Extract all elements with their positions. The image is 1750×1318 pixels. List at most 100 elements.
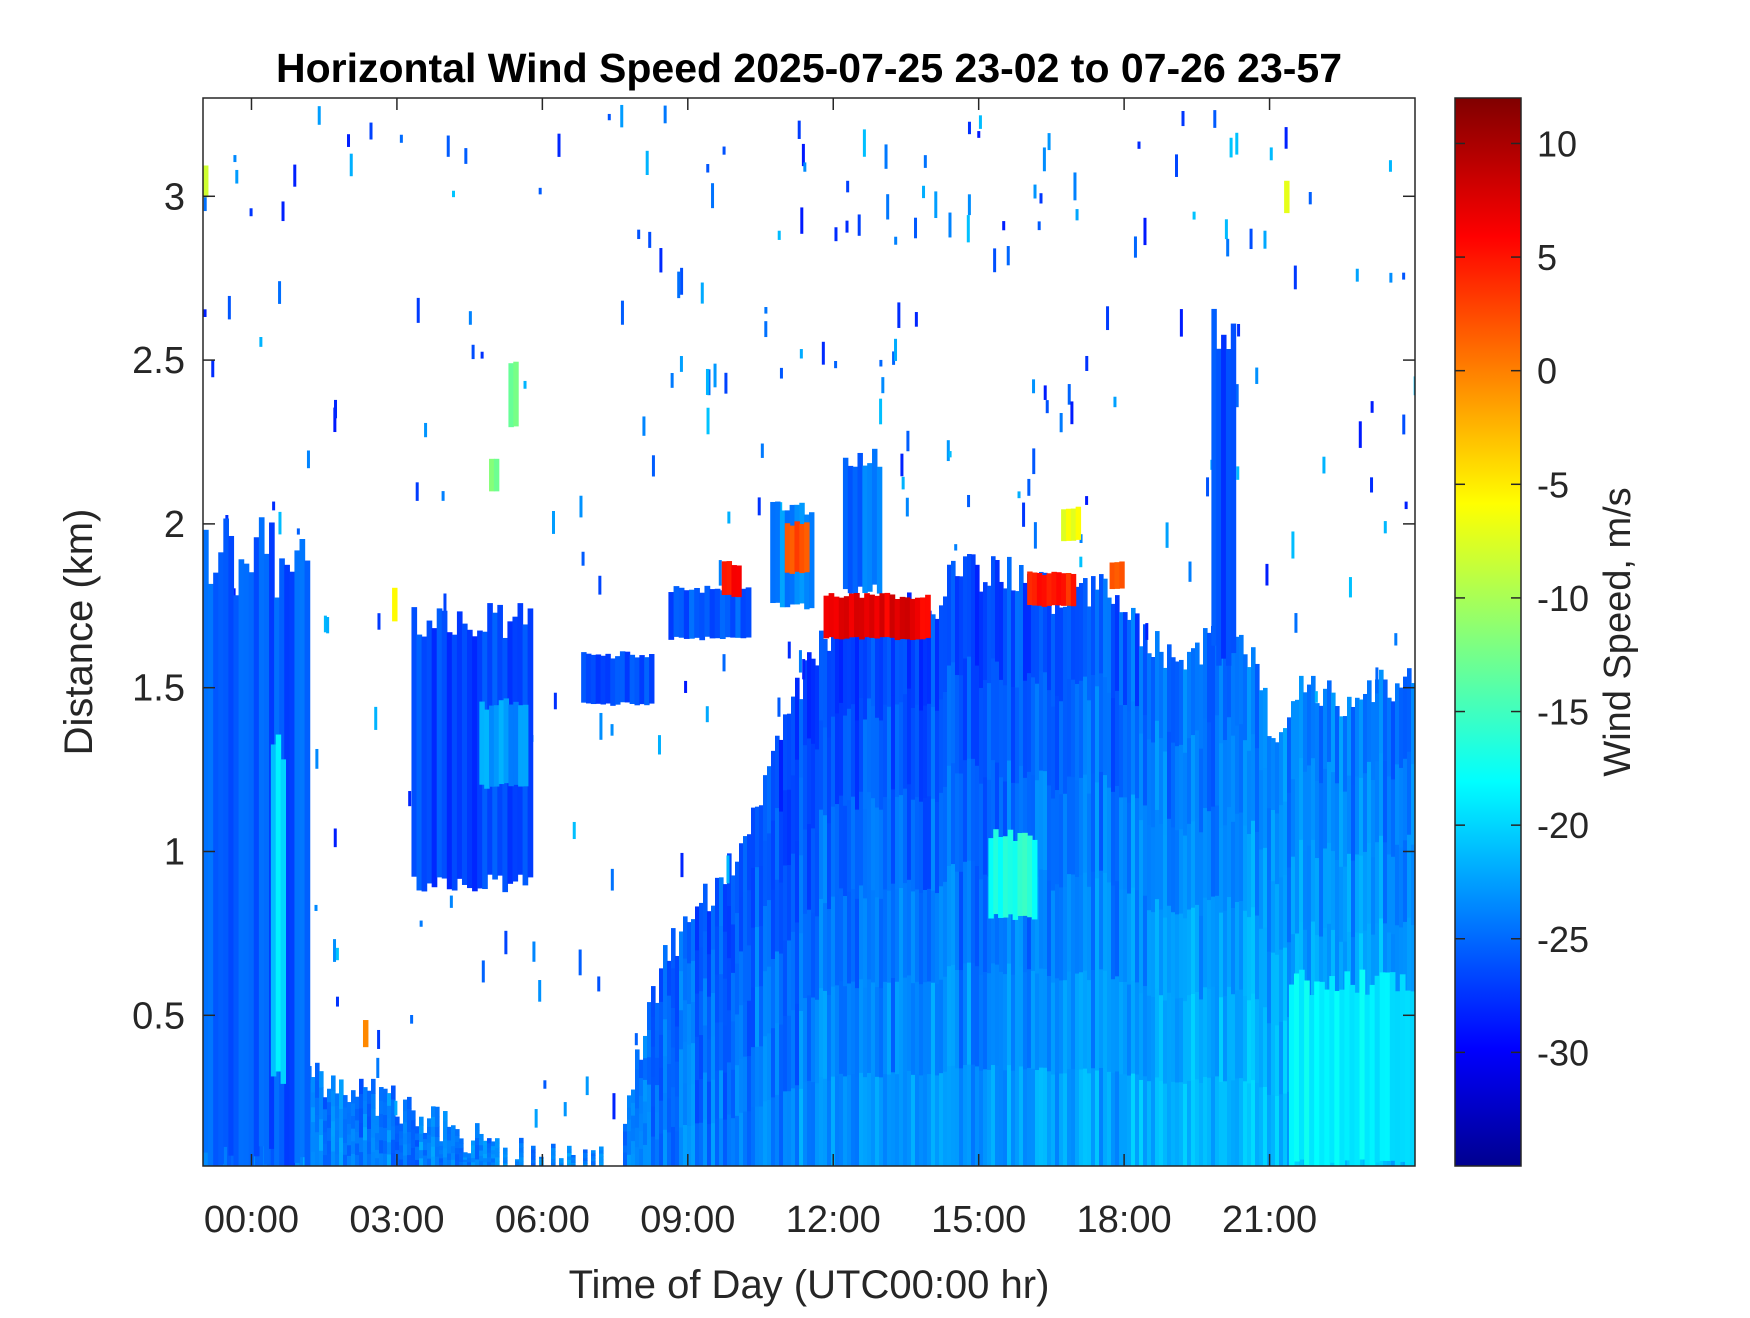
heatmap-column <box>1111 884 1116 980</box>
colorbar-tick-label: -20 <box>1537 805 1589 846</box>
heatmap-column <box>1187 1080 1192 1166</box>
heatmap-column <box>1123 889 1128 982</box>
heatmap-feature <box>1374 975 1381 1163</box>
heatmap-column <box>311 1091 316 1108</box>
heatmap-column <box>887 982 892 1075</box>
heatmap-column <box>367 1115 372 1129</box>
heatmap-column <box>1215 804 1220 896</box>
heatmap-column <box>707 911 712 955</box>
heatmap-column <box>719 877 724 927</box>
heatmap-speckle <box>553 692 557 710</box>
colorbar-tick-label: -10 <box>1537 578 1589 619</box>
heatmap-feature <box>498 700 505 785</box>
heatmap-column <box>1087 606 1092 701</box>
heatmap-column <box>899 980 904 1074</box>
heatmap-column <box>1179 659 1184 745</box>
heatmap-feature <box>879 593 886 638</box>
heatmap-column <box>655 1084 660 1113</box>
heatmap-column <box>723 884 728 932</box>
heatmap-feature <box>441 610 448 879</box>
heatmap-column <box>1243 739 1248 826</box>
heatmap-column <box>1231 648 1236 736</box>
heatmap-column <box>1219 1081 1224 1166</box>
heatmap-feature <box>1007 829 1014 915</box>
heatmap-column <box>791 1087 796 1166</box>
heatmap-speckle <box>1165 522 1169 548</box>
heatmap-column <box>1119 612 1124 706</box>
heatmap-feature <box>869 594 875 638</box>
heatmap-column <box>779 1023 784 1096</box>
heatmap-column <box>623 1144 628 1153</box>
heatmap-feature <box>294 550 301 1163</box>
heatmap-column <box>1375 841 1380 924</box>
heatmap-speckle <box>1045 400 1049 414</box>
heatmap-column <box>1183 752 1188 836</box>
heatmap-column <box>1031 578 1036 678</box>
heatmap-column <box>1331 771 1336 852</box>
heatmap-column <box>1003 780 1008 878</box>
heatmap-column <box>1179 997 1184 1083</box>
heatmap-column <box>959 969 964 1069</box>
heatmap-column <box>1331 929 1336 1009</box>
heatmap-column <box>995 761 1000 864</box>
heatmap-column <box>987 1069 992 1166</box>
heatmap-column <box>719 925 724 975</box>
heatmap-column <box>947 1065 952 1166</box>
heatmap-column <box>1295 699 1300 779</box>
heatmap-column <box>763 970 768 1037</box>
heatmap-column <box>1155 720 1160 810</box>
heatmap-speckle <box>967 494 971 508</box>
heatmap-column <box>667 995 672 1030</box>
heatmap-column <box>771 958 776 1029</box>
heatmap-column <box>1199 915 1204 1000</box>
heatmap-column <box>1355 697 1360 777</box>
heatmap-column <box>383 1140 388 1154</box>
heatmap-feature <box>789 525 796 574</box>
heatmap-feature <box>1216 348 1222 666</box>
heatmap-column <box>759 805 764 866</box>
heatmap-column <box>343 1106 348 1120</box>
heatmap-column <box>571 1162 576 1165</box>
heatmap-speckle <box>1213 110 1217 128</box>
heatmap-column <box>1031 676 1036 776</box>
heatmap-column <box>931 706 936 799</box>
heatmap-speckle <box>599 712 603 740</box>
heatmap-feature <box>639 655 645 705</box>
heatmap-column <box>967 758 972 861</box>
heatmap-column <box>379 1126 384 1141</box>
y-axis-label: Distance (km) <box>57 509 101 756</box>
heatmap-feature <box>1022 832 1028 916</box>
heatmap-column <box>895 981 900 1075</box>
heatmap-feature <box>1324 989 1330 1166</box>
heatmap-column <box>415 1146 420 1154</box>
heatmap-column <box>815 748 820 833</box>
heatmap-column <box>1343 791 1348 867</box>
heatmap-column <box>891 977 896 1073</box>
heatmap-column <box>691 1001 696 1044</box>
heatmap-column <box>827 1080 832 1166</box>
heatmap-column <box>899 794 904 888</box>
heatmap-column <box>411 1110 416 1121</box>
heatmap-column <box>843 805 848 896</box>
heatmap-speckle <box>894 338 898 362</box>
heatmap-column <box>711 1079 716 1124</box>
heatmap-column <box>483 1153 488 1159</box>
heatmap-column <box>1287 792 1292 868</box>
heatmap-column <box>679 1048 684 1089</box>
heatmap-column <box>1267 1094 1272 1166</box>
heatmap-column <box>1063 793 1068 887</box>
heatmap-column <box>935 710 940 802</box>
heatmap-column <box>427 1142 432 1151</box>
heatmap-column <box>747 1110 752 1166</box>
heatmap-feature <box>238 559 245 1166</box>
heatmap-column <box>1171 1081 1176 1166</box>
heatmap-column <box>647 1002 652 1031</box>
heatmap-column <box>395 1141 400 1151</box>
heatmap-column <box>1047 784 1052 881</box>
heatmap-column <box>687 1044 692 1086</box>
heatmap-column <box>695 1122 700 1166</box>
heatmap-column <box>335 1153 340 1166</box>
heatmap-column <box>975 865 980 967</box>
heatmap-column <box>683 916 688 959</box>
heatmap-column <box>815 999 820 1084</box>
